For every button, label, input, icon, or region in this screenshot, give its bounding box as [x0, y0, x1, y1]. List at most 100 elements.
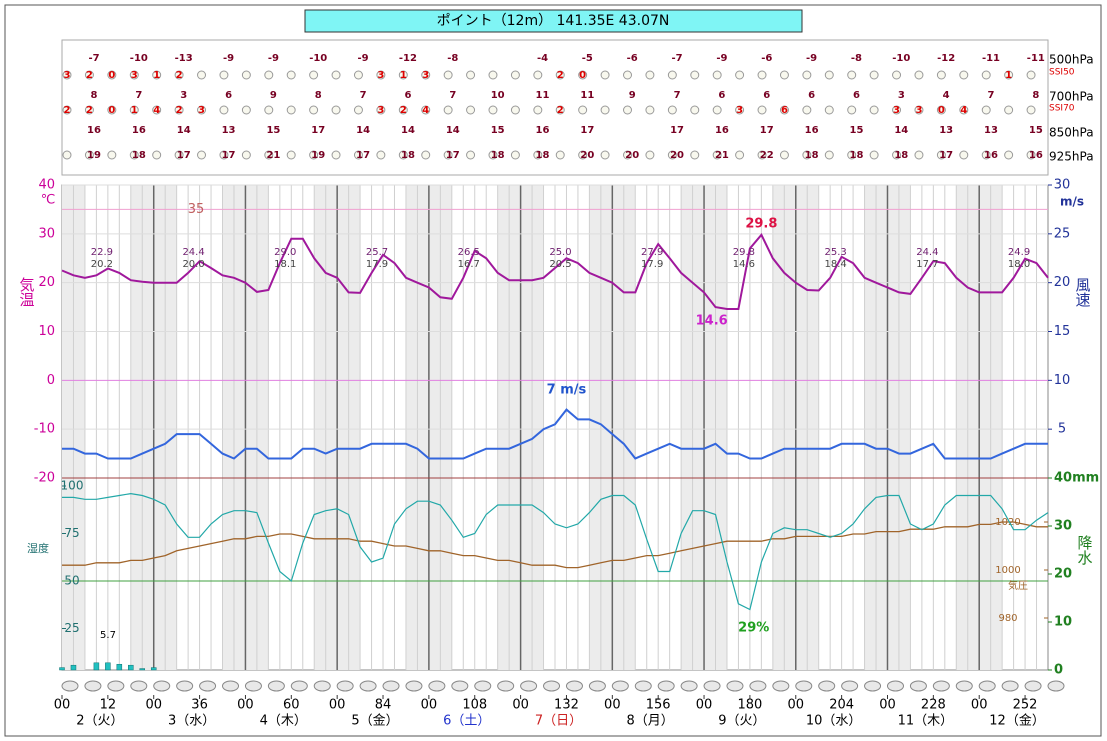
cloud-dot	[241, 70, 251, 80]
cloud-dot	[309, 105, 319, 115]
x-tick-label: 204	[829, 698, 854, 713]
upper-temp: -9	[358, 53, 369, 64]
upper-temp: -10	[130, 53, 148, 64]
weather-icon	[290, 680, 308, 692]
cloud-dot	[421, 105, 431, 115]
axis-title: 風速	[1074, 277, 1092, 308]
upper-temp: 17	[356, 150, 370, 161]
cloud-dot	[398, 70, 408, 80]
humidity-line	[62, 492, 1049, 611]
cloud-dot	[219, 105, 229, 115]
cloud-dot	[847, 70, 857, 80]
cloud-dot	[712, 150, 722, 160]
cloud-dot	[286, 70, 296, 80]
upper-temp: 18	[805, 150, 819, 161]
cloud-dot	[936, 150, 946, 160]
cloud-dot	[62, 70, 72, 80]
level-label: SSI70	[1049, 104, 1075, 114]
upper-temp: 13	[984, 125, 998, 136]
cloud-dot	[555, 105, 565, 115]
x-tick-label: 156	[646, 698, 671, 713]
y2-tick-label: 15	[1054, 324, 1071, 339]
cloud-dot	[488, 105, 498, 115]
cloud-dot	[869, 70, 879, 80]
y-tick-label: 0	[47, 373, 55, 388]
wind-line	[62, 408, 1048, 460]
cloud-dot	[353, 70, 363, 80]
weather-icon	[565, 680, 583, 692]
upper-temp: 22	[760, 150, 774, 161]
cloud-dot	[914, 70, 924, 80]
cloud-dot	[421, 70, 431, 80]
ssi-value: 2	[176, 70, 183, 81]
x-tick-label: 00	[54, 698, 71, 713]
cloud-dot	[398, 150, 408, 160]
upper-temp: 21	[266, 150, 280, 161]
pressure-tick-label: 1000	[995, 565, 1020, 576]
upper-temp: 6	[404, 90, 411, 101]
upper-temp: 17	[222, 150, 236, 161]
upper-temp: 15	[1029, 125, 1043, 136]
y-tick-label: 20	[38, 275, 55, 290]
upper-temp: 9	[270, 90, 277, 101]
upper-temp: 17	[760, 125, 774, 136]
weather-icon	[497, 680, 515, 692]
upper-temp: -11	[1027, 53, 1045, 64]
cloud-dot	[1004, 70, 1014, 80]
upper-temp: 7	[674, 90, 681, 101]
ssi-value: 3	[198, 105, 205, 116]
upper-temp: -9	[806, 53, 817, 64]
cloud-dot	[264, 70, 274, 80]
cloud-dot	[645, 150, 655, 160]
cloud-dot	[219, 70, 229, 80]
weather-icon	[313, 680, 331, 692]
ssi-value: 2	[557, 70, 564, 81]
cloud-dot	[398, 105, 408, 115]
upper-temp: 8	[1032, 90, 1039, 101]
cloud-dot	[84, 150, 94, 160]
cloud-dot	[84, 70, 94, 80]
cloud-dot	[690, 150, 700, 160]
upper-temp: 7	[135, 90, 142, 101]
cloud-dot	[690, 105, 700, 115]
cloud-dot	[466, 105, 476, 115]
cloud-dot	[466, 70, 476, 80]
upper-temp: 7	[360, 90, 367, 101]
daily-max-label: 24.4	[916, 247, 938, 258]
upper-temp: 19	[87, 150, 101, 161]
weather-icon	[886, 680, 904, 692]
precip-bar	[59, 667, 65, 671]
weather-icon	[267, 680, 285, 692]
upper-temp: 18	[491, 150, 505, 161]
upper-temp: 17	[177, 150, 191, 161]
cloud-dot	[824, 105, 834, 115]
x-tick-label: 132	[554, 698, 579, 713]
cloud-dot	[981, 70, 991, 80]
daily-max-label: 26.5	[458, 247, 480, 258]
precip-bar	[93, 662, 100, 671]
upper-temp: 17	[670, 125, 684, 136]
cloud-dot	[443, 105, 453, 115]
upper-temp: 6	[853, 90, 860, 101]
upper-temp: 16	[536, 125, 550, 136]
upper-temp: 6	[763, 90, 770, 101]
upper-temp: -7	[671, 53, 682, 64]
cloud-dot	[981, 105, 991, 115]
upper-temp: 3	[898, 90, 905, 101]
upper-temp: -9	[716, 53, 727, 64]
upper-temp: -5	[582, 53, 593, 64]
day-label: 2（火）	[76, 714, 123, 729]
ssi-value: 4	[422, 105, 429, 116]
upper-temp: 14	[356, 125, 370, 136]
cloud-dot	[959, 70, 969, 80]
cloud-dot	[959, 105, 969, 115]
ssi-value: 2	[557, 105, 564, 116]
cloud-dot	[892, 150, 902, 160]
upper-temp: 18	[132, 150, 146, 161]
level-label: SSI50	[1049, 68, 1075, 78]
cloud-dot	[107, 105, 117, 115]
cloud-dot	[152, 150, 162, 160]
cloud-dot	[62, 150, 72, 160]
cloud-dot	[197, 70, 207, 80]
cloud-dot	[443, 70, 453, 80]
